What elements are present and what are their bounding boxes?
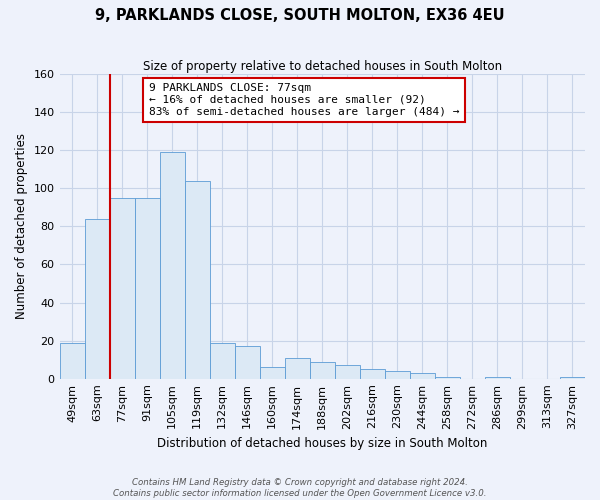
Bar bbox=[410, 373, 435, 378]
Bar bbox=[485, 377, 510, 378]
Title: Size of property relative to detached houses in South Molton: Size of property relative to detached ho… bbox=[143, 60, 502, 73]
X-axis label: Distribution of detached houses by size in South Molton: Distribution of detached houses by size … bbox=[157, 437, 487, 450]
Bar bbox=[360, 369, 385, 378]
Bar bbox=[335, 366, 360, 378]
Bar bbox=[209, 342, 235, 378]
Text: 9 PARKLANDS CLOSE: 77sqm
← 16% of detached houses are smaller (92)
83% of semi-d: 9 PARKLANDS CLOSE: 77sqm ← 16% of detach… bbox=[149, 84, 460, 116]
Bar bbox=[235, 346, 260, 378]
Text: Contains HM Land Registry data © Crown copyright and database right 2024.
Contai: Contains HM Land Registry data © Crown c… bbox=[113, 478, 487, 498]
Bar bbox=[59, 342, 85, 378]
Bar bbox=[260, 368, 285, 378]
Bar bbox=[160, 152, 185, 378]
Y-axis label: Number of detached properties: Number of detached properties bbox=[15, 134, 28, 320]
Bar bbox=[310, 362, 335, 378]
Bar bbox=[385, 371, 410, 378]
Text: 9, PARKLANDS CLOSE, SOUTH MOLTON, EX36 4EU: 9, PARKLANDS CLOSE, SOUTH MOLTON, EX36 4… bbox=[95, 8, 505, 22]
Bar bbox=[185, 180, 209, 378]
Bar bbox=[285, 358, 310, 378]
Bar bbox=[435, 377, 460, 378]
Bar bbox=[560, 377, 585, 378]
Bar bbox=[134, 198, 160, 378]
Bar bbox=[85, 219, 110, 378]
Bar bbox=[110, 198, 134, 378]
